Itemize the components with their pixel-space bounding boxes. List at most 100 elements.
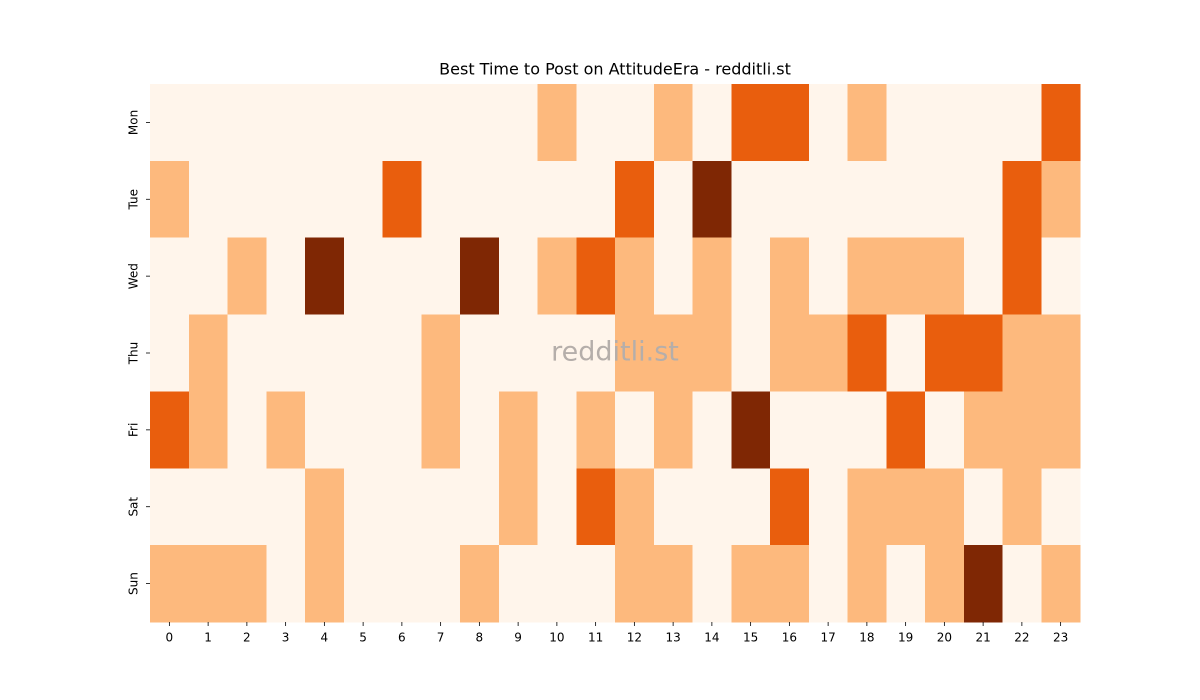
cell xyxy=(421,391,461,469)
cell xyxy=(266,314,306,392)
cell xyxy=(653,391,693,469)
x-tick-label: 23 xyxy=(1053,631,1068,645)
cell xyxy=(343,84,383,162)
y-tick-label: Wed xyxy=(127,263,141,289)
cell xyxy=(382,237,422,316)
x-tick-label: 21 xyxy=(975,631,990,645)
x-tick-label: 13 xyxy=(665,631,680,645)
cell xyxy=(731,391,771,469)
cell xyxy=(188,160,228,239)
cell xyxy=(498,314,538,392)
cell xyxy=(808,84,848,162)
cell xyxy=(770,314,810,392)
cell xyxy=(305,84,345,162)
cell xyxy=(343,545,383,623)
y-tick-label: Thu xyxy=(127,342,141,366)
cell xyxy=(421,160,461,239)
cell xyxy=(343,314,383,392)
y-tick-label: Mon xyxy=(127,110,141,135)
cell xyxy=(188,391,228,469)
cell xyxy=(498,160,538,239)
cell xyxy=(963,314,1003,392)
cell xyxy=(188,545,228,623)
cell xyxy=(1041,468,1081,546)
cell xyxy=(963,237,1003,316)
cell xyxy=(188,84,228,162)
cell xyxy=(421,237,461,316)
cell xyxy=(150,391,190,469)
x-tick-label: 1 xyxy=(204,631,212,645)
cell xyxy=(537,84,577,162)
cell xyxy=(188,237,228,316)
cell xyxy=(537,391,577,469)
cell xyxy=(692,160,732,239)
cell xyxy=(886,160,926,239)
x-tick-label: 19 xyxy=(898,631,913,645)
cell xyxy=(653,314,693,392)
cell xyxy=(421,468,461,546)
cell xyxy=(731,84,771,162)
cell xyxy=(1002,84,1042,162)
cell xyxy=(925,237,965,316)
cell xyxy=(460,391,500,469)
x-tick-label: 6 xyxy=(398,631,406,645)
cell xyxy=(847,237,887,316)
cell xyxy=(537,545,577,623)
x-tick-label: 10 xyxy=(549,631,564,645)
cell xyxy=(847,314,887,392)
cell xyxy=(421,84,461,162)
cell xyxy=(692,391,732,469)
cell xyxy=(537,160,577,239)
cell xyxy=(150,468,190,546)
cell xyxy=(382,468,422,546)
y-tick-label: Fri xyxy=(127,423,141,437)
cell xyxy=(847,391,887,469)
cell xyxy=(808,545,848,623)
x-tick-label: 5 xyxy=(359,631,367,645)
cell xyxy=(925,84,965,162)
cell xyxy=(421,314,461,392)
cell xyxy=(886,391,926,469)
cell xyxy=(266,237,306,316)
cell xyxy=(615,84,655,162)
cell xyxy=(770,160,810,239)
cell xyxy=(731,160,771,239)
cell xyxy=(227,468,267,546)
cell xyxy=(498,84,538,162)
x-tick-label: 0 xyxy=(166,631,174,645)
cell xyxy=(537,314,577,392)
cell xyxy=(925,314,965,392)
cell xyxy=(653,468,693,546)
cell xyxy=(382,84,422,162)
cell xyxy=(615,391,655,469)
cell xyxy=(963,391,1003,469)
cell xyxy=(576,314,616,392)
cell xyxy=(460,237,500,316)
cell xyxy=(1041,314,1081,392)
cell xyxy=(847,545,887,623)
cell xyxy=(576,160,616,239)
cell xyxy=(382,160,422,239)
cell xyxy=(615,237,655,316)
cell xyxy=(1002,545,1042,623)
x-tick-label: 9 xyxy=(514,631,522,645)
x-tick-label: 17 xyxy=(820,631,835,645)
cell xyxy=(1041,160,1081,239)
cell xyxy=(1002,314,1042,392)
cell xyxy=(615,468,655,546)
x-tick-label: 22 xyxy=(1014,631,1029,645)
cell xyxy=(692,84,732,162)
cell xyxy=(498,545,538,623)
x-tick-label: 7 xyxy=(437,631,445,645)
cell xyxy=(305,237,345,316)
cell xyxy=(305,160,345,239)
cell xyxy=(692,314,732,392)
cell xyxy=(188,314,228,392)
cell xyxy=(1002,160,1042,239)
cell xyxy=(305,468,345,546)
cell xyxy=(653,545,693,623)
cell xyxy=(925,468,965,546)
cell xyxy=(731,237,771,316)
cell xyxy=(498,468,538,546)
